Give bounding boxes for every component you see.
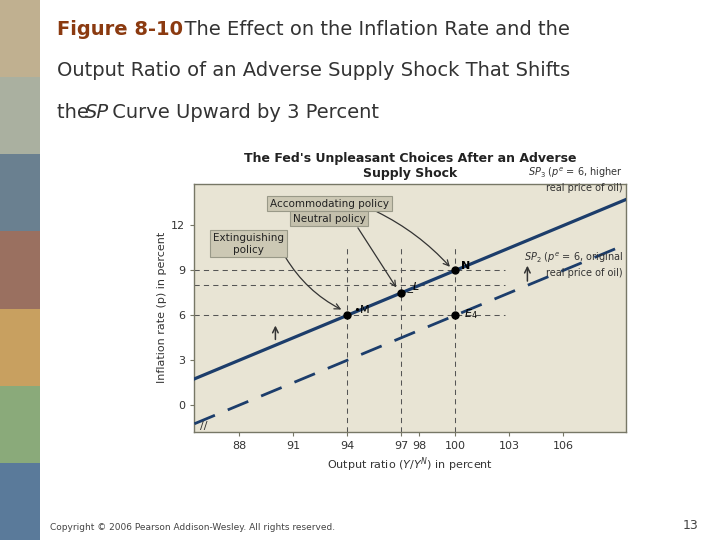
Text: Curve Upward by 3 Percent: Curve Upward by 3 Percent xyxy=(106,104,379,123)
Text: Copyright © 2006 Pearson Addison-Wesley. All rights reserved.: Copyright © 2006 Pearson Addison-Wesley.… xyxy=(50,523,336,532)
Text: $SP_3$ ($p^e$ = 6, higher
real price of oil): $SP_3$ ($p^e$ = 6, higher real price of … xyxy=(528,166,623,193)
Text: 13: 13 xyxy=(683,519,698,532)
Text: Accommodating policy: Accommodating policy xyxy=(270,199,389,208)
Bar xyxy=(0,77,40,154)
Text: the: the xyxy=(57,104,95,123)
Bar xyxy=(0,386,40,463)
Title: The Fed's Unpleasant Choices After an Adverse
Supply Shock: The Fed's Unpleasant Choices After an Ad… xyxy=(244,152,577,180)
Text: $E_4$: $E_4$ xyxy=(464,307,478,321)
Bar xyxy=(0,463,40,540)
Text: $\bullet$M: $\bullet$M xyxy=(353,303,370,315)
Text: Output Ratio of an Adverse Supply Shock That Shifts: Output Ratio of an Adverse Supply Shock … xyxy=(57,60,570,80)
Text: $̲L$: $̲L$ xyxy=(407,281,420,295)
Text: //: // xyxy=(199,421,207,430)
Text: Extinguishing
policy: Extinguishing policy xyxy=(213,233,284,254)
Text: The Effect on the Inflation Rate and the: The Effect on the Inflation Rate and the xyxy=(171,21,570,39)
Text: Figure 8-10: Figure 8-10 xyxy=(57,21,183,39)
Bar xyxy=(0,232,40,308)
Text: Neutral policy: Neutral policy xyxy=(293,213,366,224)
Bar xyxy=(0,308,40,386)
Bar xyxy=(0,0,40,77)
Bar xyxy=(0,154,40,232)
X-axis label: Output ratio ($Y$/$Y^N$) in percent: Output ratio ($Y$/$Y^N$) in percent xyxy=(328,455,493,474)
Text: SP: SP xyxy=(84,104,109,123)
Text: $SP_2$ ($p^e$ = 6, original
real price of oil): $SP_2$ ($p^e$ = 6, original real price o… xyxy=(523,250,623,278)
Y-axis label: Inflation rate (p) in percent: Inflation rate (p) in percent xyxy=(157,232,167,383)
Text: N: N xyxy=(461,261,470,271)
